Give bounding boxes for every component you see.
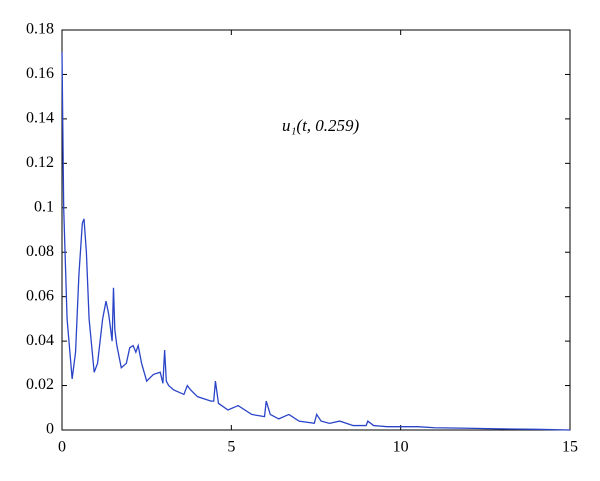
y-tick-label: 0.14 <box>26 110 54 127</box>
plot-frame <box>61 29 571 431</box>
y-tick-label: 0.16 <box>26 65 54 82</box>
annotation: u₁(t, 0.259) <box>282 116 360 135</box>
y-tick-label: 0.04 <box>26 332 54 349</box>
y-tick-label: 0.1 <box>34 198 54 215</box>
x-tick-label: 5 <box>227 439 235 456</box>
y-tick-label: 0.12 <box>26 154 54 171</box>
x-tick-label: 15 <box>562 439 578 456</box>
y-tick-label: 0.08 <box>26 243 54 260</box>
y-tick-label: 0.18 <box>26 21 54 38</box>
y-tick-label: 0 <box>46 421 54 438</box>
data-line <box>61 52 571 431</box>
y-tick-label: 0.06 <box>26 287 54 304</box>
x-tick-label: 10 <box>393 439 409 456</box>
y-tick-label: 0.02 <box>26 376 54 393</box>
x-tick-label: 0 <box>58 439 66 456</box>
